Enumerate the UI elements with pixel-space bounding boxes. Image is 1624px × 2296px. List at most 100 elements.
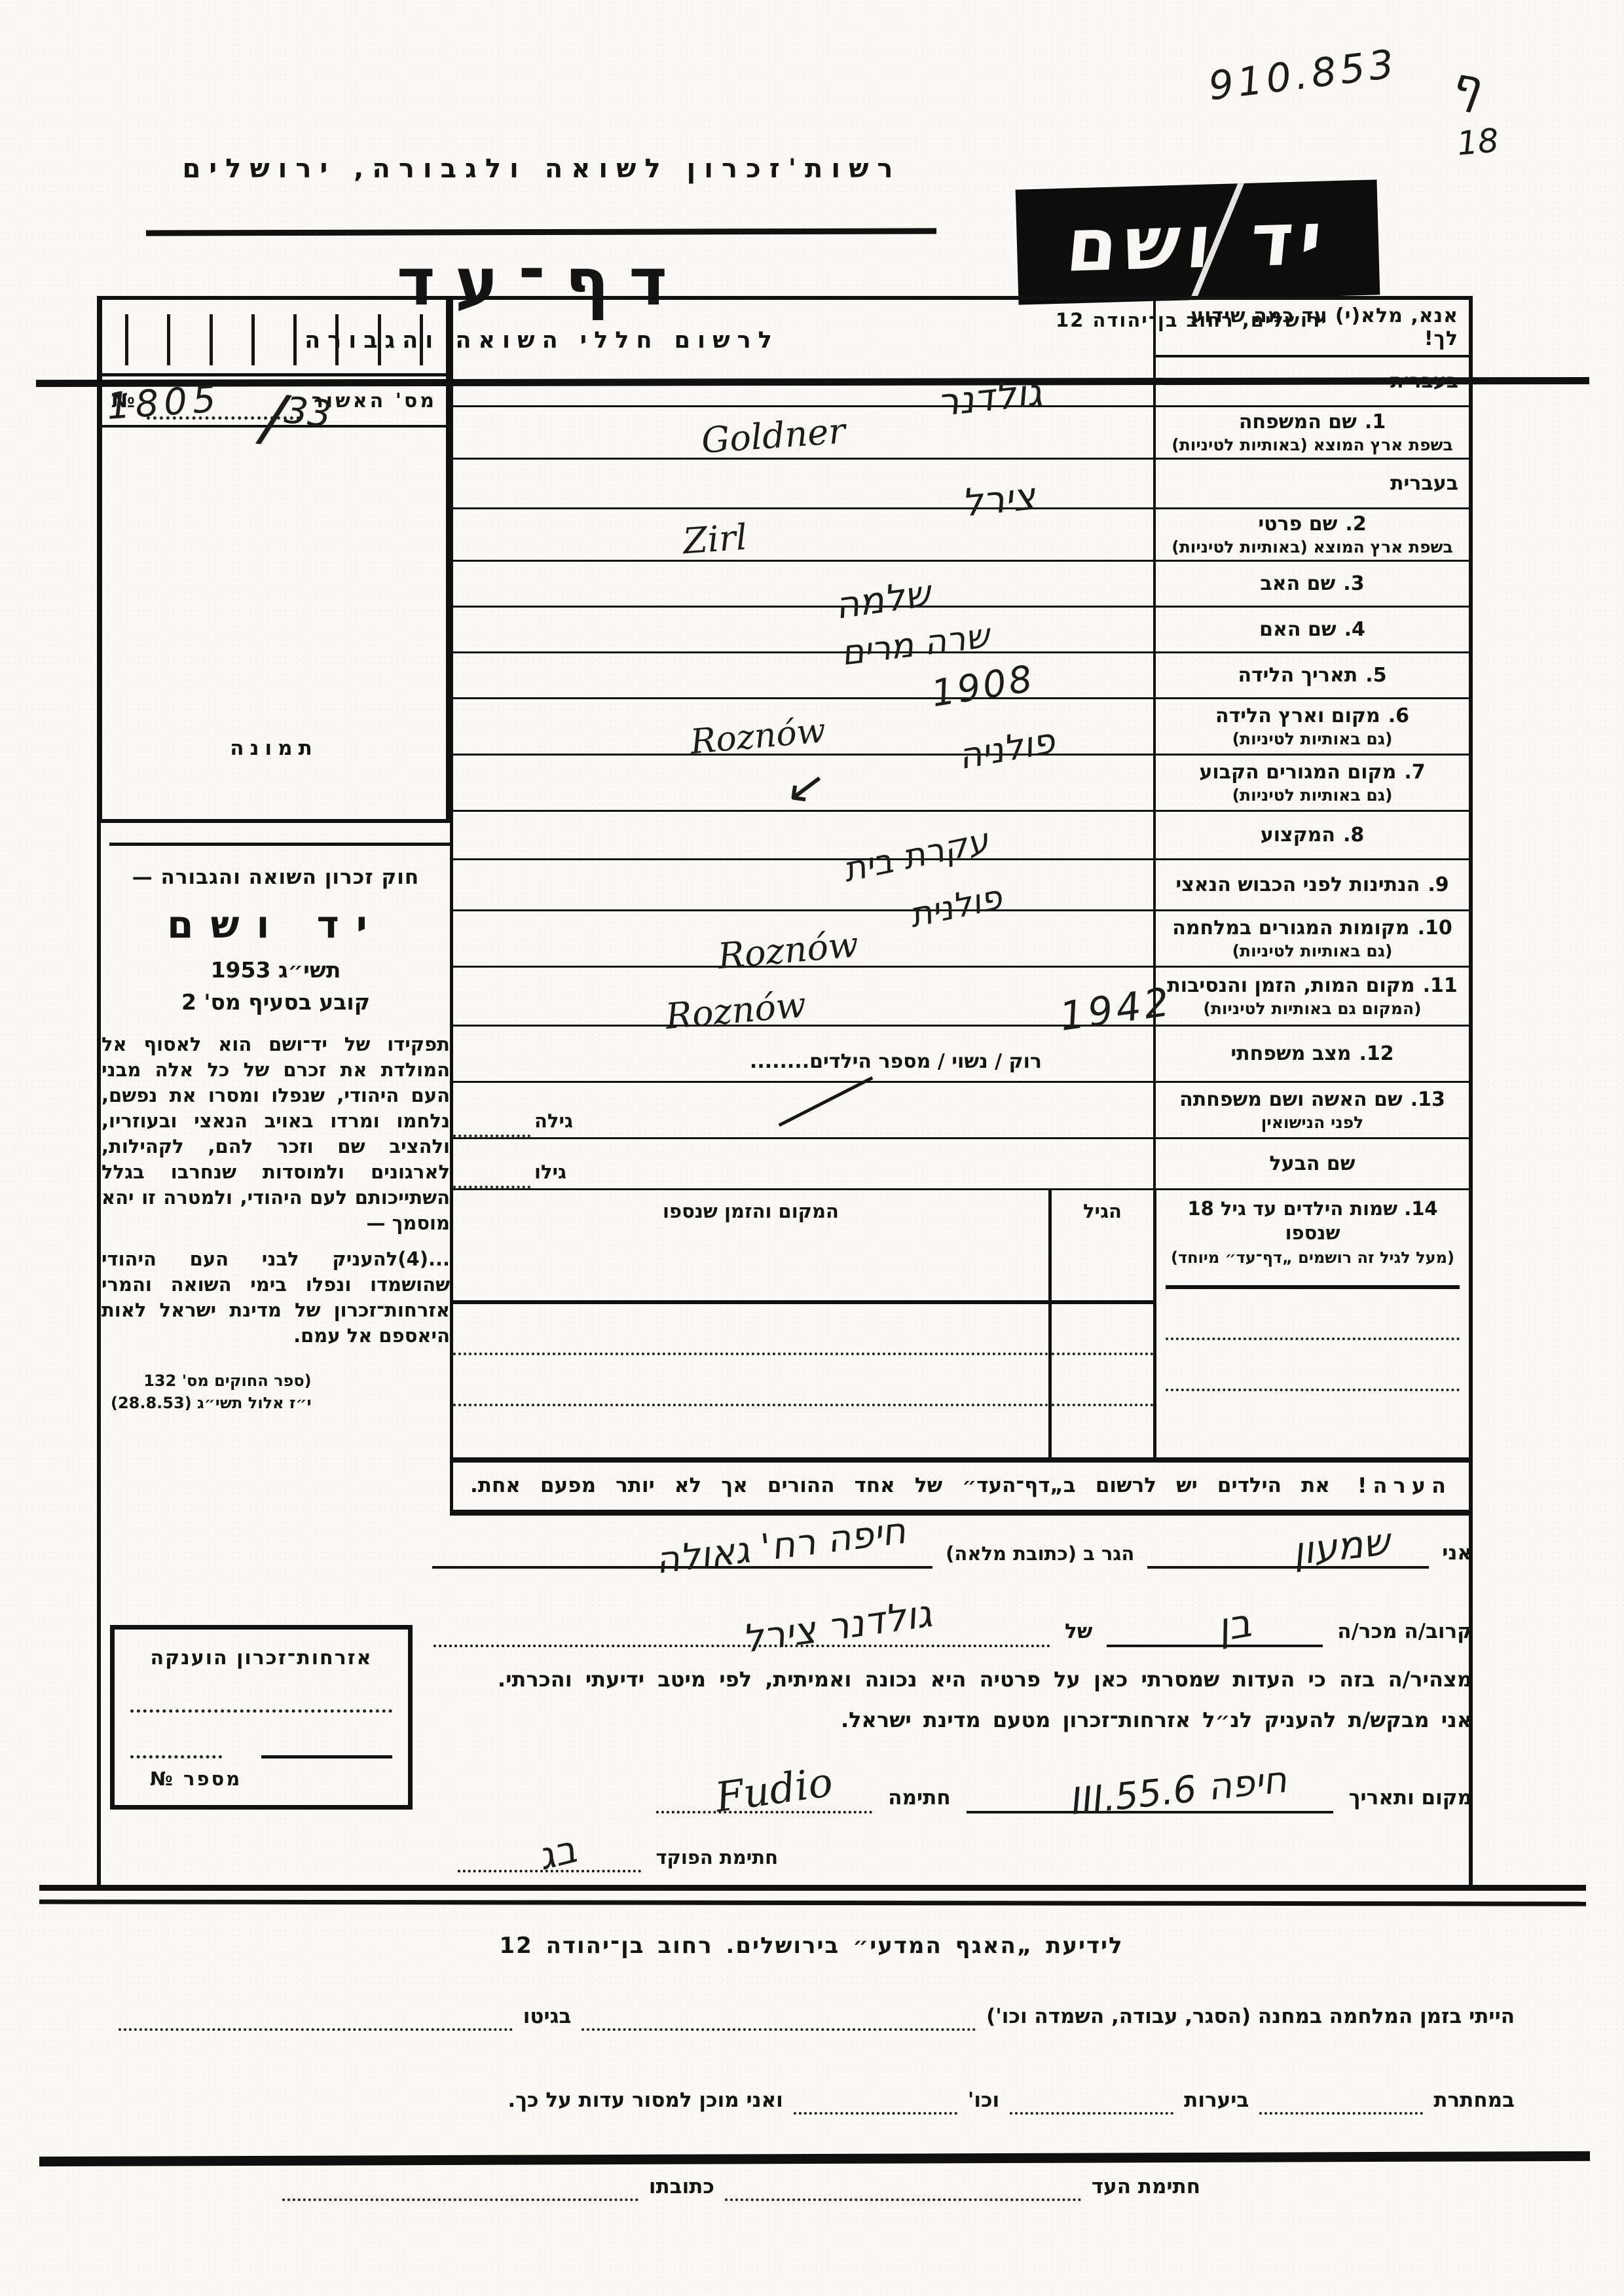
note-strip: הערה! את הילדים יש לרשום ב„דף־העד״ של אח… <box>453 1463 1469 1516</box>
field-row-surname-latin: 1. שם המשפחה בשפת ארץ המוצא (באותיות לטינ… <box>453 407 1469 462</box>
corner-scribble-number: 18 <box>1455 121 1501 163</box>
address-handwriting: חיפה רח' גאולה <box>653 1509 908 1583</box>
approval-number-label: מס' האשור <box>311 389 437 412</box>
children-table-row <box>1166 1391 1460 1442</box>
declaration-statement: מצהיר/ה בזה כי העדות שמסרתי כאן על פרטיה… <box>497 1667 1472 1692</box>
law-intro-line: חוק זכרון השואה והגבורה — <box>132 866 420 889</box>
field-row-mother-name: 4. שם האם שרה מרים <box>453 608 1469 674</box>
official-signature-handwriting: בג <box>533 1827 581 1879</box>
address-line: חיפה רח' גאולה <box>432 1510 933 1582</box>
forests-blank-line <box>1010 2104 1174 2115</box>
catalog-number-handwriting: 910.853 <box>1206 41 1401 110</box>
memorial-citizenship-grant-box: אזרחות־זכרון הוענקה מספר № <box>110 1625 413 1810</box>
field-row-marital-status: 12. מצב משפחתי רוק / נשוי / מספר הילדים..… <box>453 1027 1469 1127</box>
of-label: של <box>1065 1620 1093 1643</box>
witness-address-label: כתובתו <box>648 2175 714 2198</box>
signature-line: Fudio <box>656 1758 873 1821</box>
field-row-firstname-hebrew: בעברית צירל <box>453 460 1469 526</box>
official-signature-line: בג <box>458 1827 642 1879</box>
signature-handwriting: Fudio <box>712 1757 836 1822</box>
note-body: את הילדים יש לרשום ב„דף־העד״ של אחד ההור… <box>470 1474 1330 1497</box>
law-yad-vashem-name: יד ושם <box>167 902 384 947</box>
double-rule-top <box>39 1885 1586 1891</box>
approval-number-field: 1805 <box>105 378 300 428</box>
surname-latin-handwriting: Goldner <box>700 410 847 462</box>
field-row-birth-place: 6. מקום וארץ הלידה (גם באותיות לטיניות) פ… <box>453 699 1469 777</box>
field-row-husband-name: שם הבעל גילו <box>453 1139 1469 1190</box>
official-signature-label: חתימת הפוקד <box>655 1846 778 1868</box>
declaration-section: אני שמעון הגר ב (כתובת מלאה) חיפה רח' גא… <box>419 1501 1472 1879</box>
ghetto-label: בגיטו <box>523 2005 572 2028</box>
field-row-citizenship: 9. הנתינות לפני הכבוש הנאצי פולנית <box>453 860 1469 936</box>
age-column-header: הגיל <box>1083 1200 1122 1222</box>
relation-line: בן <box>1107 1600 1323 1651</box>
field-row-birth-date: 5. תאריך הלידה 1908 <box>453 653 1469 716</box>
place-time-column: המקום והזמן שנספו <box>453 1190 1048 1457</box>
grant-number-label: מספר № <box>150 1768 242 1790</box>
relation-handwriting: בן <box>1213 1600 1255 1651</box>
frame-left-border <box>97 296 101 1886</box>
place-and-date-label: מקום ותאריך <box>1348 1786 1472 1810</box>
law-section-line: קובע בסעיף מס' 2 <box>181 989 371 1015</box>
her-age-dotted-line <box>453 1111 530 1137</box>
ruler-tick-marks <box>125 314 423 365</box>
law-year: תשי״ג 1953 <box>210 957 341 983</box>
place-date-handwriting: חיפה 6.III.55 <box>1069 1758 1289 1824</box>
age-column: הגיל <box>1048 1190 1153 1457</box>
declarant-name-handwriting: שמעון <box>1290 1519 1392 1574</box>
field-row-firstname-latin: 2. שם פרטי בשפת ארץ המוצא (באותיות לטיניו… <box>453 509 1469 562</box>
place-date-signature-row: מקום ותאריך חיפה 6.III.55 חתימה Fudio <box>419 1740 1472 1823</box>
children-column-header: 14. שמות הילדים עד גיל 18 שנספו <box>1187 1197 1438 1244</box>
birth-place-latin-handwriting: Roznów <box>688 711 828 762</box>
form-subtitle: לרשום חללי השואה והגבורה <box>304 327 779 354</box>
photo-box: מס' האשור 1805 № /33 תמונה <box>98 296 450 823</box>
note-head: הערה! <box>1357 1473 1452 1498</box>
children-table: 14. שמות הילדים עד גיל 18 שנספו (מעל לגי… <box>453 1190 1469 1463</box>
underground-row: במחתרת ביערות וכו' ואני מוכן למסור עדות … <box>108 2088 1515 2115</box>
field-row-father-name: 3. שם האב שלמה <box>453 562 1469 628</box>
numero-sign: № <box>111 389 136 412</box>
approval-suffix-handwriting: /33 <box>259 380 334 456</box>
camp-blank-line <box>581 2020 976 2031</box>
field-row-death-place-time: 11. מקום המות, הזמן והנסיבות (המקום גם בא… <box>453 968 1469 1040</box>
signature-label: חתימה <box>888 1786 951 1810</box>
i-label: אני <box>1442 1541 1472 1565</box>
marital-status-options: רוק / נשוי / מספר הילדים........ <box>749 1050 1042 1073</box>
field-row-wife-name: 13. שם האשה ושם משפחתה לפני הנישואין גילה <box>453 1083 1469 1139</box>
law-sidebar: חוק זכרון השואה והגבורה — יד ושם תשי״ג 1… <box>101 843 450 1414</box>
official-signature-row: חתימת הפוקד בג <box>419 1817 778 1879</box>
war-camp-row: הייתי בזמן המלחמה במחנה (הסגר, עבודה, הש… <box>108 2005 1515 2031</box>
resides-at-label: הגר ב (כתובת מלאה) <box>946 1542 1135 1565</box>
deceased-name-line: גולדנר צירל <box>434 1591 1050 1662</box>
scientific-branch-title: לידיעת „האגף המדעי״ בירושלים. רחוב בן־יה… <box>499 1933 1124 1959</box>
witness-signature-label: חתימת העד <box>1091 2175 1200 2198</box>
children-table-row <box>1166 1289 1460 1340</box>
willing-to-testify-text: ואני מוכן למסור עדות על כך. <box>507 2088 783 2112</box>
declarant-name-line: שמעון <box>1147 1519 1430 1574</box>
his-age-dotted-line <box>453 1162 530 1188</box>
underground-blank-line <box>1259 2104 1424 2115</box>
underground-label: במחתרת <box>1433 2088 1515 2112</box>
children-table-row <box>1166 1340 1460 1391</box>
witness-address-line <box>282 2191 638 2201</box>
field-row-surname-hebrew: בעברית גולדנר <box>453 357 1469 425</box>
forests-label: ביערות <box>1184 2088 1249 2112</box>
grant-box-title: אזרחות־זכרון הוענקה <box>150 1647 373 1669</box>
logo-address-line: ירושלים, רחוב בן־יהודה 12 <box>1056 309 1328 331</box>
ghetto-blank-line <box>119 2020 513 2031</box>
fill-in-prompt-row: אנא, מלא(י) עד כמה שידוע לך! <box>453 300 1469 357</box>
declarant-row: אני שמעון הגר ב (כתובת מלאה) חיפה רח' גא… <box>419 1501 1472 1582</box>
form-title: דף־עד <box>396 244 688 320</box>
header-rule <box>145 228 937 236</box>
etc-blank-line <box>793 2104 957 2115</box>
law-sidebar-rule <box>109 843 450 846</box>
citizenship-request-statement: אני מבקש/ת להעניק לנ״ל אזרחות־זכרון מטעם… <box>841 1707 1472 1732</box>
camp-label: הייתי בזמן המלחמה במחנה (הסגר, עבודה, הש… <box>986 2005 1515 2028</box>
place-time-column-header: המקום והזמן שנספו <box>663 1200 839 1222</box>
field-row-wartime-residence: 10. מקומות המגורים במלחמה (גם באותיות לטי… <box>453 911 1469 977</box>
yad-vashem-logo-text: יד ושם <box>1063 196 1333 289</box>
place-date-line: חיפה 6.III.55 <box>966 1758 1333 1823</box>
witness-signature-row: חתימת העד כתובתו <box>272 2175 1200 2201</box>
deceased-name-handwriting: גולדנר צירל <box>739 1591 935 1662</box>
